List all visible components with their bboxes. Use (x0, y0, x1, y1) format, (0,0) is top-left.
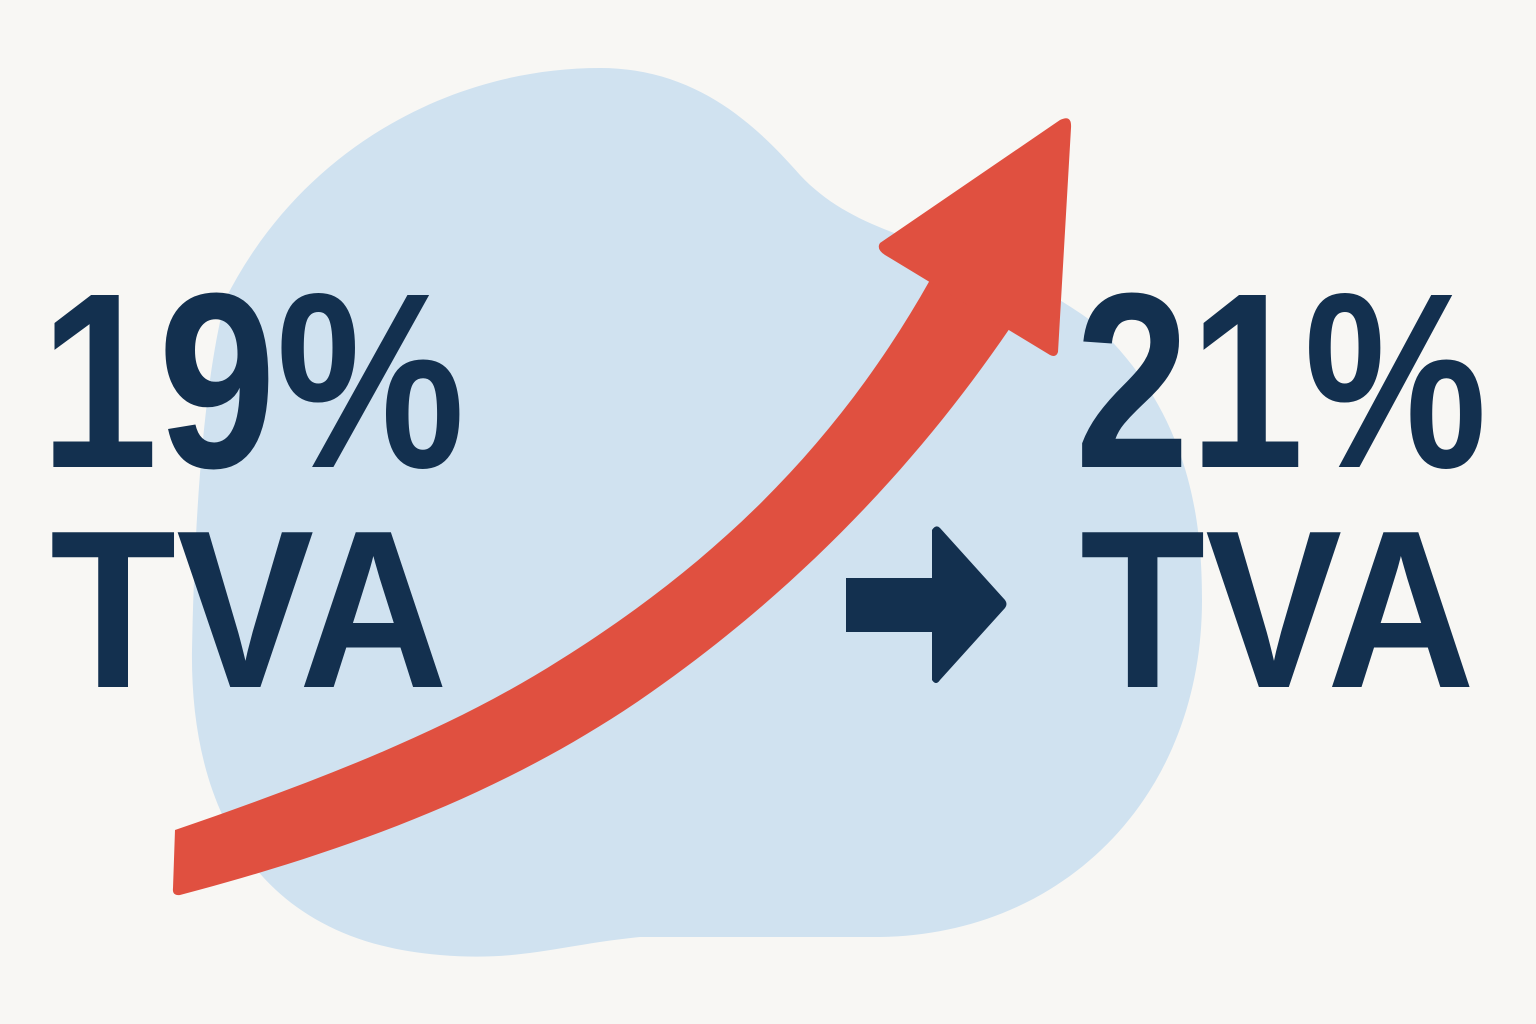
before-rate: 19% (40, 241, 465, 520)
before-label: TVA (50, 483, 448, 735)
trend-up-arrow-icon (172, 118, 1072, 896)
right-arrow-icon (846, 526, 1007, 683)
after-rate: 21% (1075, 241, 1487, 520)
after-label: TVA (1080, 483, 1475, 735)
